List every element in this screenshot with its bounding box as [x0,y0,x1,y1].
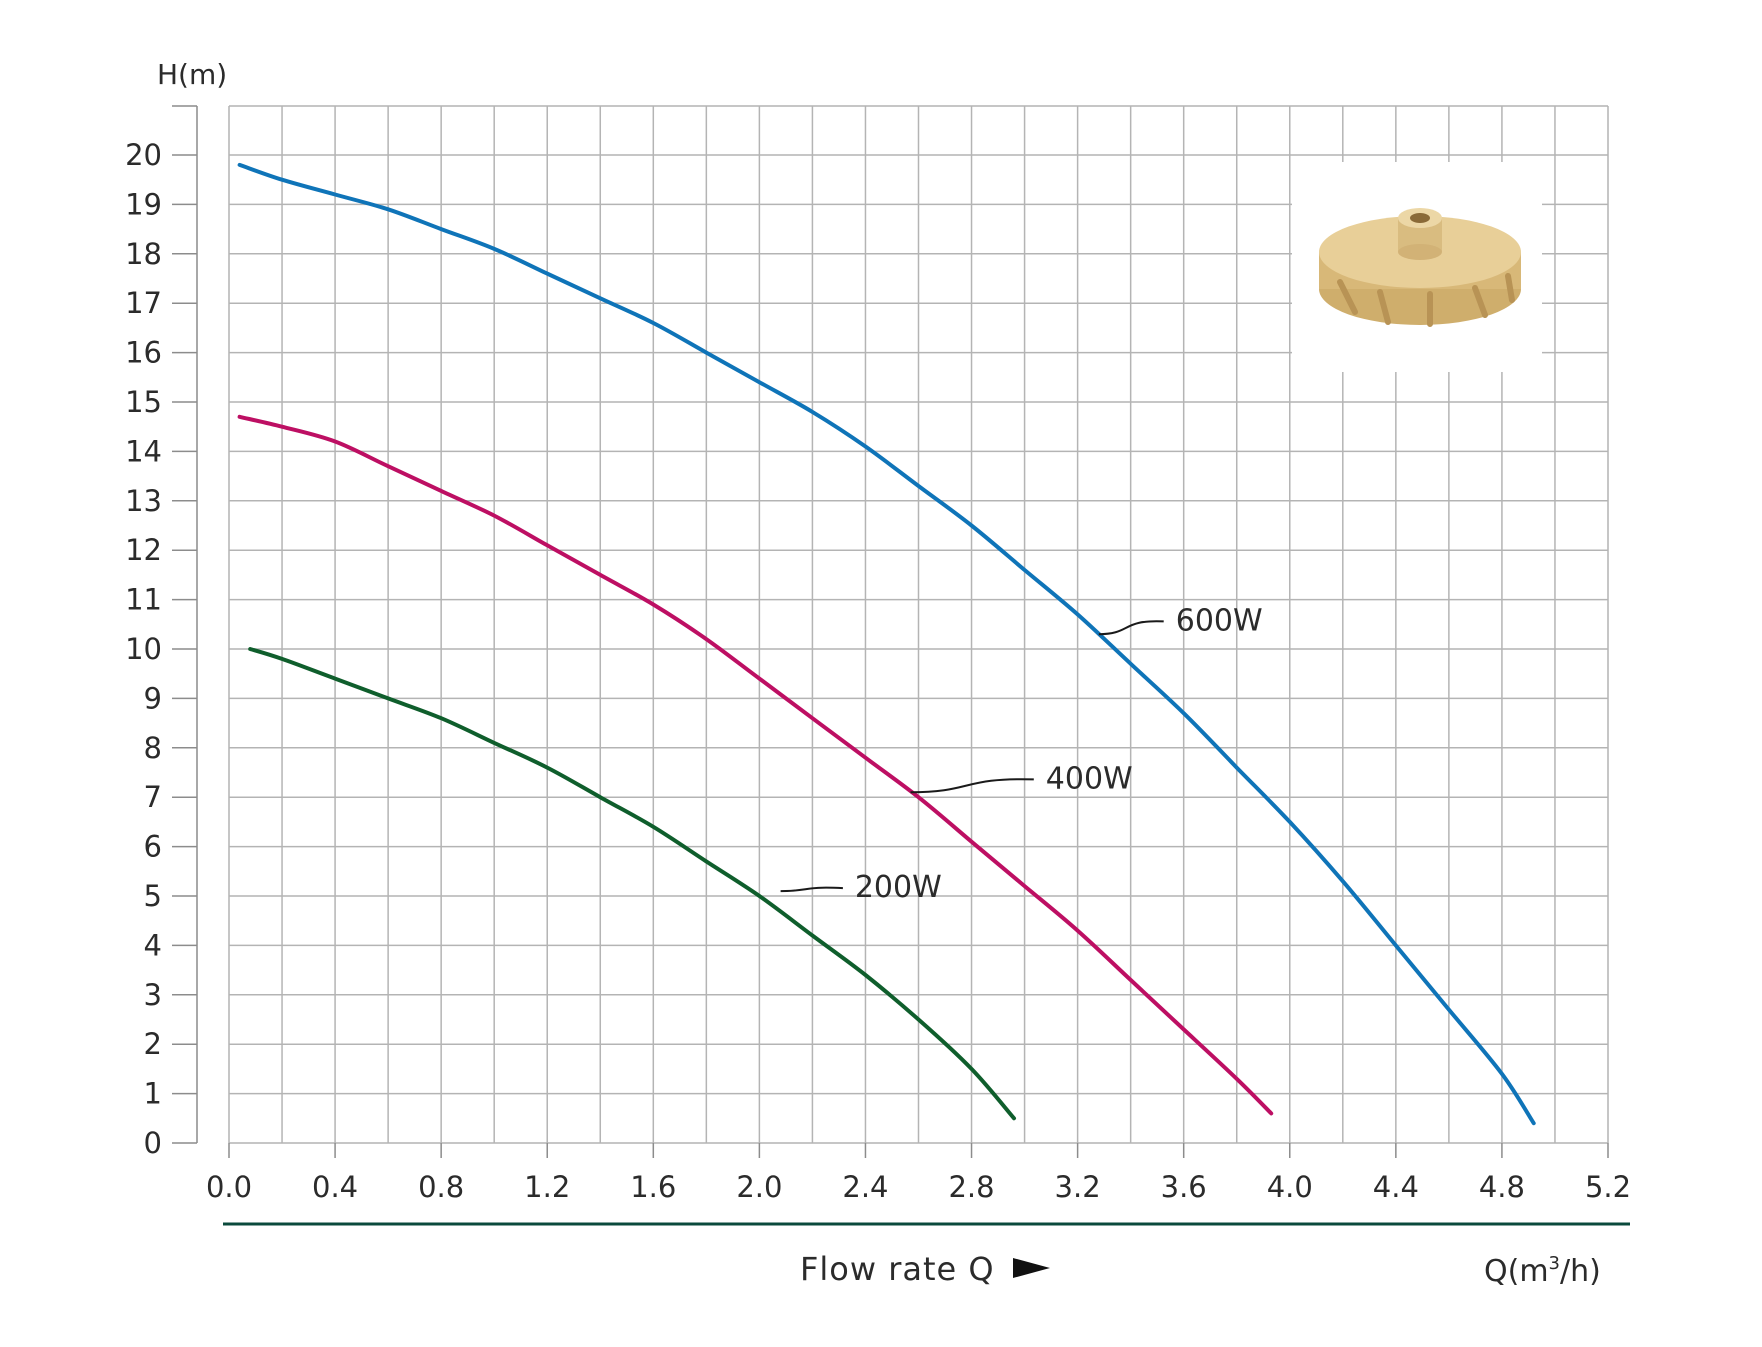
x-tick-label: 0.4 [312,1170,358,1204]
x-tick-label: 2.4 [842,1170,888,1204]
impeller-photo [1292,162,1542,372]
x-tick-label: 1.6 [630,1170,676,1204]
x-tick-label: 2.8 [948,1170,994,1204]
x-tick-label: 0.0 [206,1170,252,1204]
x-tick-label: 0.8 [418,1170,464,1204]
y-tick-label: 10 [125,632,162,666]
y-tick-label: 12 [125,533,162,567]
y-tick-label: 8 [144,731,162,765]
y-tick-label: 18 [125,237,162,271]
x-tick-label: 3.6 [1161,1170,1207,1204]
x-unit-label: Q(m3/h) [1484,1253,1601,1289]
x-tick-label: 4.4 [1373,1170,1419,1204]
x-tick-label: 4.0 [1267,1170,1313,1204]
y-axis-title: H(m) [157,58,227,91]
x-axis-title: Flow rate Q [800,1250,995,1288]
series-line-400W [237,414,1274,1116]
y-tick-label: 6 [144,830,162,864]
series-lines [237,162,1536,1126]
y-tick-label: 13 [125,484,162,518]
series-label-200W: 200W [855,870,942,905]
x-axis-footer: Flow rate Q Q(m3/h) [223,1222,1630,1289]
x-tick-label: 2.0 [736,1170,782,1204]
y-tick-label: 20 [125,138,162,172]
y-tick-label: 11 [125,583,162,617]
series-line-200W [248,647,1016,1121]
leader-line-200W [780,886,843,893]
series-labels: 600W 400W 200W [780,603,1263,905]
y-tick-label: 19 [125,187,162,221]
y-tick-label: 3 [144,978,162,1012]
y-tick-label: 4 [144,928,162,962]
arrow-right-icon [1013,1258,1050,1278]
series-label-400W: 400W [1046,761,1133,796]
y-tick-label: 7 [144,780,162,814]
y-tick-label: 2 [144,1027,162,1061]
x-tick-label: 4.8 [1479,1170,1525,1204]
leader-line-600W [1098,620,1164,636]
x-tick-label: 5.2 [1585,1170,1631,1204]
y-tick-label: 0 [144,1126,162,1160]
y-tick-label: 5 [144,879,162,913]
leader-line-400W [910,778,1034,794]
y-tick-label: 15 [125,385,162,419]
y-tick-label: 16 [125,336,162,370]
series-line-600W [237,162,1536,1126]
y-tick-label: 17 [125,286,162,320]
y-tick-label: 1 [144,1077,162,1111]
y-tick-label: 9 [144,681,162,715]
series-label-600W: 600W [1176,603,1263,638]
x-tick-label: 3.2 [1055,1170,1101,1204]
y-tick-label: 14 [125,434,162,468]
x-tick-label: 1.2 [524,1170,570,1204]
